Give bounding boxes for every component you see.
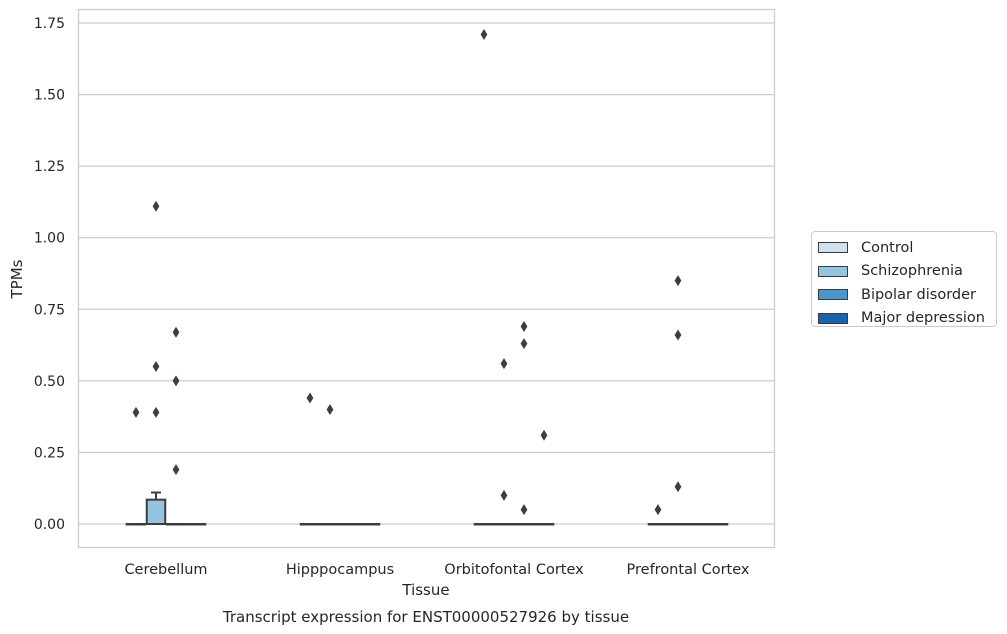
x-tick-label: Cerebellum: [124, 562, 207, 578]
outlier-point: [520, 320, 528, 332]
outlier-point: [520, 338, 528, 350]
gridlines: [79, 22, 775, 525]
outlier-point: [172, 375, 180, 387]
x-axis-ticks: Cerebellum Hipppocampus Orbitofontal Corte…: [124, 562, 749, 578]
box-0-0: [125, 523, 147, 526]
outlier-point: [654, 504, 662, 516]
y-tick-label: 0.00: [34, 517, 65, 533]
x-tick-label: Hipppocampus: [286, 562, 394, 578]
outlier-point: [674, 329, 682, 341]
outlier-point: [172, 464, 180, 476]
box-3-1: [359, 523, 381, 526]
y-tick-label: 0.50: [34, 374, 65, 390]
y-tick-label: 1.25: [34, 159, 65, 175]
outlier-point: [132, 406, 140, 418]
legend-item: Major depression: [818, 307, 996, 331]
box-1-2: [493, 523, 515, 526]
y-axis-ticks: 0.00 0.25 0.50 0.75 1.00 1.25 1.50 1.75: [34, 16, 65, 533]
outlier-point: [306, 392, 314, 404]
outlier-point: [500, 489, 508, 501]
legend-item: Schizophrenia: [818, 260, 996, 284]
legend-swatch: [818, 265, 848, 277]
outlier-point: [152, 406, 160, 418]
box-2-1: [339, 523, 361, 526]
box-3-2: [533, 523, 555, 526]
legend-label: Control: [861, 239, 914, 256]
y-tick-label: 1.00: [34, 231, 65, 247]
legend-label: Major depression: [861, 310, 985, 327]
outlier-point: [674, 481, 682, 493]
outlier-point: [152, 361, 160, 373]
outlier-point: [540, 429, 548, 441]
box-0-3: [647, 523, 669, 526]
x-tick-label: Orbitofontal Cortex: [444, 562, 584, 578]
box-3-0: [185, 523, 207, 526]
box-3-3: [707, 523, 729, 526]
box-1-3: [667, 523, 689, 526]
outlier-point: [500, 358, 508, 370]
y-tick-label: 0.75: [34, 302, 65, 318]
box-2-3: [687, 523, 709, 526]
legend-swatch: [818, 312, 848, 324]
outlier-point: [326, 403, 334, 415]
legend-item: Control: [818, 236, 996, 260]
y-axis-label: TPMs: [8, 259, 26, 299]
legend-swatch: [818, 289, 848, 301]
legend-item: Bipolar disorder: [818, 283, 996, 307]
outlier-point: [480, 28, 488, 40]
y-tick-label: 1.75: [34, 16, 65, 32]
box-body: [145, 498, 167, 525]
legend-label: Bipolar disorder: [861, 286, 976, 303]
outlier-point: [674, 275, 682, 287]
box-0-2: [473, 523, 495, 526]
outlier-point: [172, 326, 180, 338]
x-tick-label: Prefrontal Cortex: [627, 562, 750, 578]
y-tick-label: 1.50: [34, 88, 65, 104]
box-2-0: [165, 523, 187, 526]
chart-title: Transcript expression for ENST0000052792…: [222, 608, 629, 626]
plot-area-frame: [77, 8, 776, 549]
y-tick-label: 0.25: [34, 445, 65, 461]
legend-label: Schizophrenia: [861, 263, 963, 280]
legend: Control Schizophrenia Bipolar disorder Majo…: [811, 231, 997, 327]
box-series: [125, 491, 729, 526]
outlier-points: [132, 28, 682, 516]
box-1-0: [145, 491, 167, 525]
legend-swatch: [818, 242, 848, 254]
box-1-1: [319, 523, 341, 526]
box-2-2: [513, 523, 535, 526]
x-axis-label: Tissue: [401, 581, 449, 599]
box-0-1: [299, 523, 321, 526]
outlier-point: [520, 504, 528, 516]
outlier-point: [152, 200, 160, 212]
